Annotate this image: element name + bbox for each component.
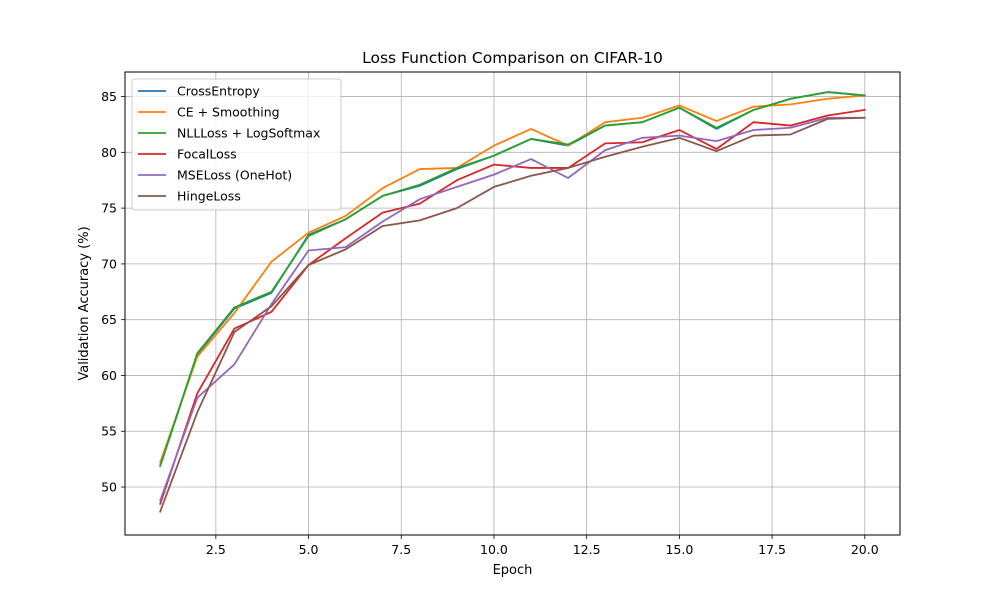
legend-label: CrossEntropy [177,84,260,99]
y-tick-label: 85 [101,89,117,104]
legend-label: CE + Smoothing [177,105,280,120]
series-line-5 [159,116,866,513]
legend-box [131,78,342,211]
x-tick-label: 7.5 [391,542,411,557]
x-tick-label: 5.0 [299,542,319,557]
x-tick-label: 10.0 [480,542,508,557]
y-tick-label: 70 [101,256,117,271]
legend-label: NLLLoss + LogSoftmax [177,126,320,141]
x-tick-label: 12.5 [573,542,601,557]
x-tick-label: 17.5 [758,542,786,557]
y-tick-label: 80 [101,145,117,160]
y-tick-label: 65 [101,312,117,327]
x-axis-label: Epoch [493,563,533,578]
legend-label: FocalLoss [177,147,237,162]
series-lines [159,91,866,513]
legend: CrossEntropy CE + Smoothing NLLLoss + LogS… [131,78,342,211]
x-tick-label: 20.0 [851,542,879,557]
chart-title: Loss Function Comparison on CIFAR-10 [362,49,663,67]
series-line-1 [159,94,866,464]
x-tick-label: 15.0 [665,542,693,557]
series-line-2 [159,91,866,467]
y-axis-label: Validation Accuracy (%) [77,226,92,380]
y-tick-label: 55 [101,424,117,439]
grid-lines [125,72,900,535]
legend-label: MSELoss (OneHot) [177,168,292,183]
series-line-4 [159,116,866,502]
axis-ticks: 2.5 5.0 7.5 10.0 12.5 15.0 17.5 20.0 50 55 60 65 70 7… [101,89,879,557]
axes-frame [124,71,901,536]
legend-label: HingeLoss [177,189,241,204]
x-tick-label: 2.5 [206,542,226,557]
y-tick-label: 50 [101,480,117,495]
y-tick-label: 75 [101,201,117,216]
y-tick-label: 60 [101,368,117,383]
